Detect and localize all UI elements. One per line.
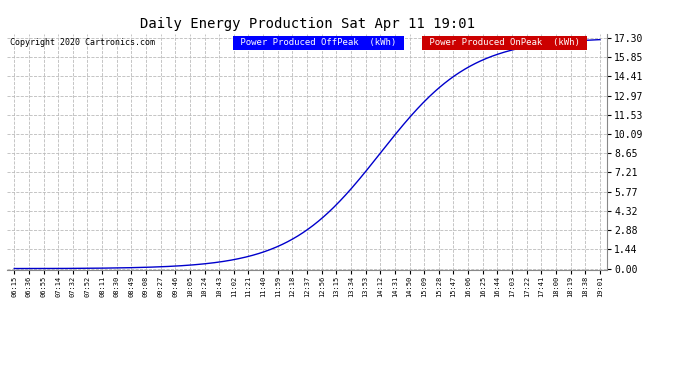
Text: Power Produced OnPeak  (kWh): Power Produced OnPeak (kWh) (424, 39, 585, 48)
Text: Power Produced OffPeak  (kWh): Power Produced OffPeak (kWh) (235, 39, 402, 48)
Text: Copyright 2020 Cartronics.com: Copyright 2020 Cartronics.com (10, 39, 155, 48)
Title: Daily Energy Production Sat Apr 11 19:01: Daily Energy Production Sat Apr 11 19:01 (139, 17, 475, 31)
